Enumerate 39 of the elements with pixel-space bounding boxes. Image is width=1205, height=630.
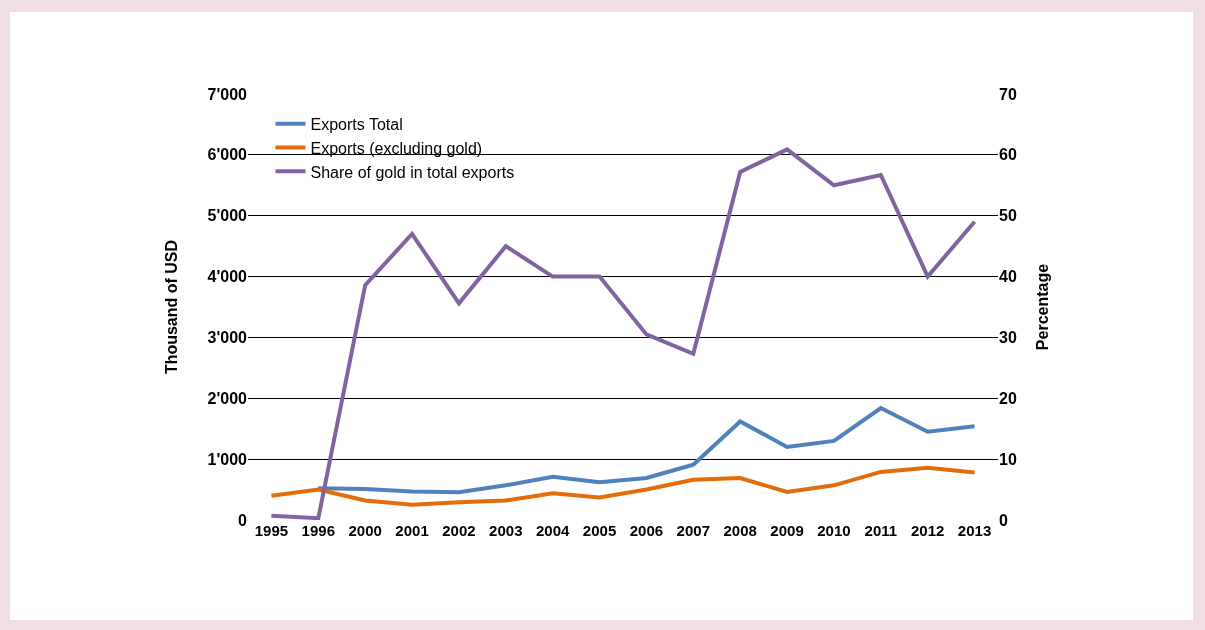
x-tick-label: 1996 — [301, 522, 335, 539]
y-tick-label: 4'000 — [207, 268, 248, 286]
y-tick-label: 3'000 — [207, 329, 248, 347]
y2-tick-label: 70 — [999, 85, 1017, 103]
x-tick-label: 2008 — [723, 522, 757, 539]
legend-label: Share of gold in total exports — [310, 163, 515, 181]
y2-tick-label: 10 — [999, 450, 1017, 468]
x-tick-label: 2010 — [817, 522, 851, 539]
y-axis-title: Thousand of USD — [163, 239, 181, 375]
x-tick-label: 2006 — [629, 522, 664, 539]
x-tick-label: 2003 — [489, 522, 523, 539]
legend-label: Exports Total — [310, 115, 403, 133]
x-tick-label: 2000 — [348, 522, 382, 539]
line-series — [269, 465, 977, 507]
line-series — [316, 406, 977, 495]
x-tick-label: 2002 — [442, 522, 476, 539]
x-tick-label: 2004 — [536, 522, 571, 539]
y-tick-label: 2'000 — [207, 389, 248, 407]
y-tick-label: 0 — [238, 511, 248, 529]
x-tick-label: 2009 — [770, 522, 804, 539]
x-tick-label: 2001 — [395, 522, 429, 539]
x-tick-label: 2011 — [864, 522, 898, 539]
y2-tick-label: 20 — [999, 389, 1017, 407]
y-tick-label: 1'000 — [207, 450, 248, 468]
y2-tick-label: 50 — [999, 207, 1017, 225]
y2-tick-label: 40 — [999, 268, 1017, 286]
y2-tick-label: 30 — [999, 329, 1017, 347]
y2-axis-title: Percentage — [1033, 263, 1051, 351]
x-tick-label: 2013 — [957, 522, 992, 539]
y-tick-label: 7'000 — [207, 85, 248, 103]
x-tick-label: 2005 — [582, 522, 617, 539]
y2-tick-label: 60 — [999, 146, 1017, 164]
x-tick-label: 2007 — [676, 522, 710, 539]
legend-label: Exports (excluding gold) — [310, 139, 483, 157]
x-tick-label: 1995 — [254, 522, 289, 539]
y-tick-label: 5'000 — [207, 207, 248, 225]
x-tick-label: 2012 — [911, 522, 945, 539]
y-tick-label: 6'000 — [207, 146, 248, 164]
y2-tick-label: 0 — [999, 511, 1008, 529]
